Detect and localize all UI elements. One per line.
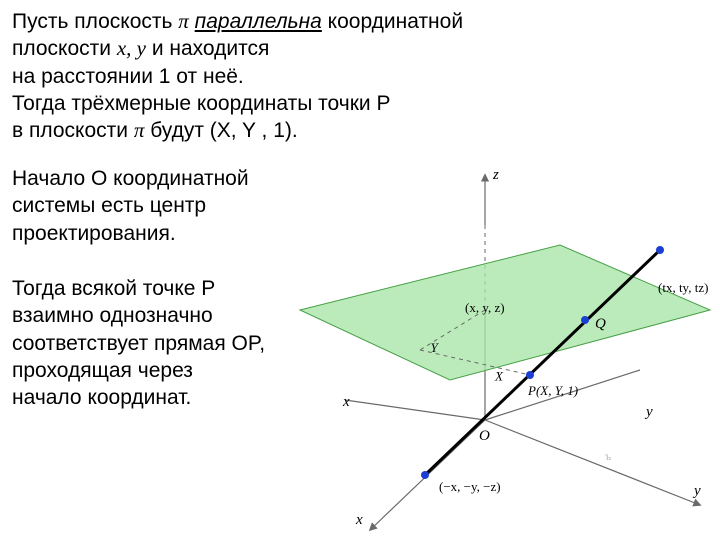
axis-y-front: [485, 420, 700, 505]
label-x-front: x: [355, 512, 363, 528]
projective-plane: [300, 245, 710, 380]
axis-x-back: [345, 400, 485, 420]
point-P: [526, 371, 534, 379]
label-xyz: (x, y, z): [465, 300, 505, 315]
label-y-front: y: [692, 483, 701, 499]
label-X: X: [494, 369, 504, 384]
label-x-back: x: [342, 394, 350, 410]
coordinate-diagram: z x y x y O P(X, Y, 1) Q (x, y, z) (tx, …: [0, 0, 720, 540]
point-Q: [581, 316, 589, 324]
label-z: z: [492, 167, 499, 183]
label-P: P(X, Y, 1): [527, 383, 578, 398]
label-O: O: [479, 428, 490, 444]
label-y-back: y: [644, 404, 653, 420]
watermark: ъ: [605, 449, 611, 463]
label-Q: Q: [595, 316, 606, 332]
label-txyz: (tx, ty, tz): [658, 280, 708, 295]
point-neg: [421, 471, 429, 479]
point-t: [656, 246, 664, 254]
label-neg: (−x, −y, −z): [439, 479, 501, 494]
